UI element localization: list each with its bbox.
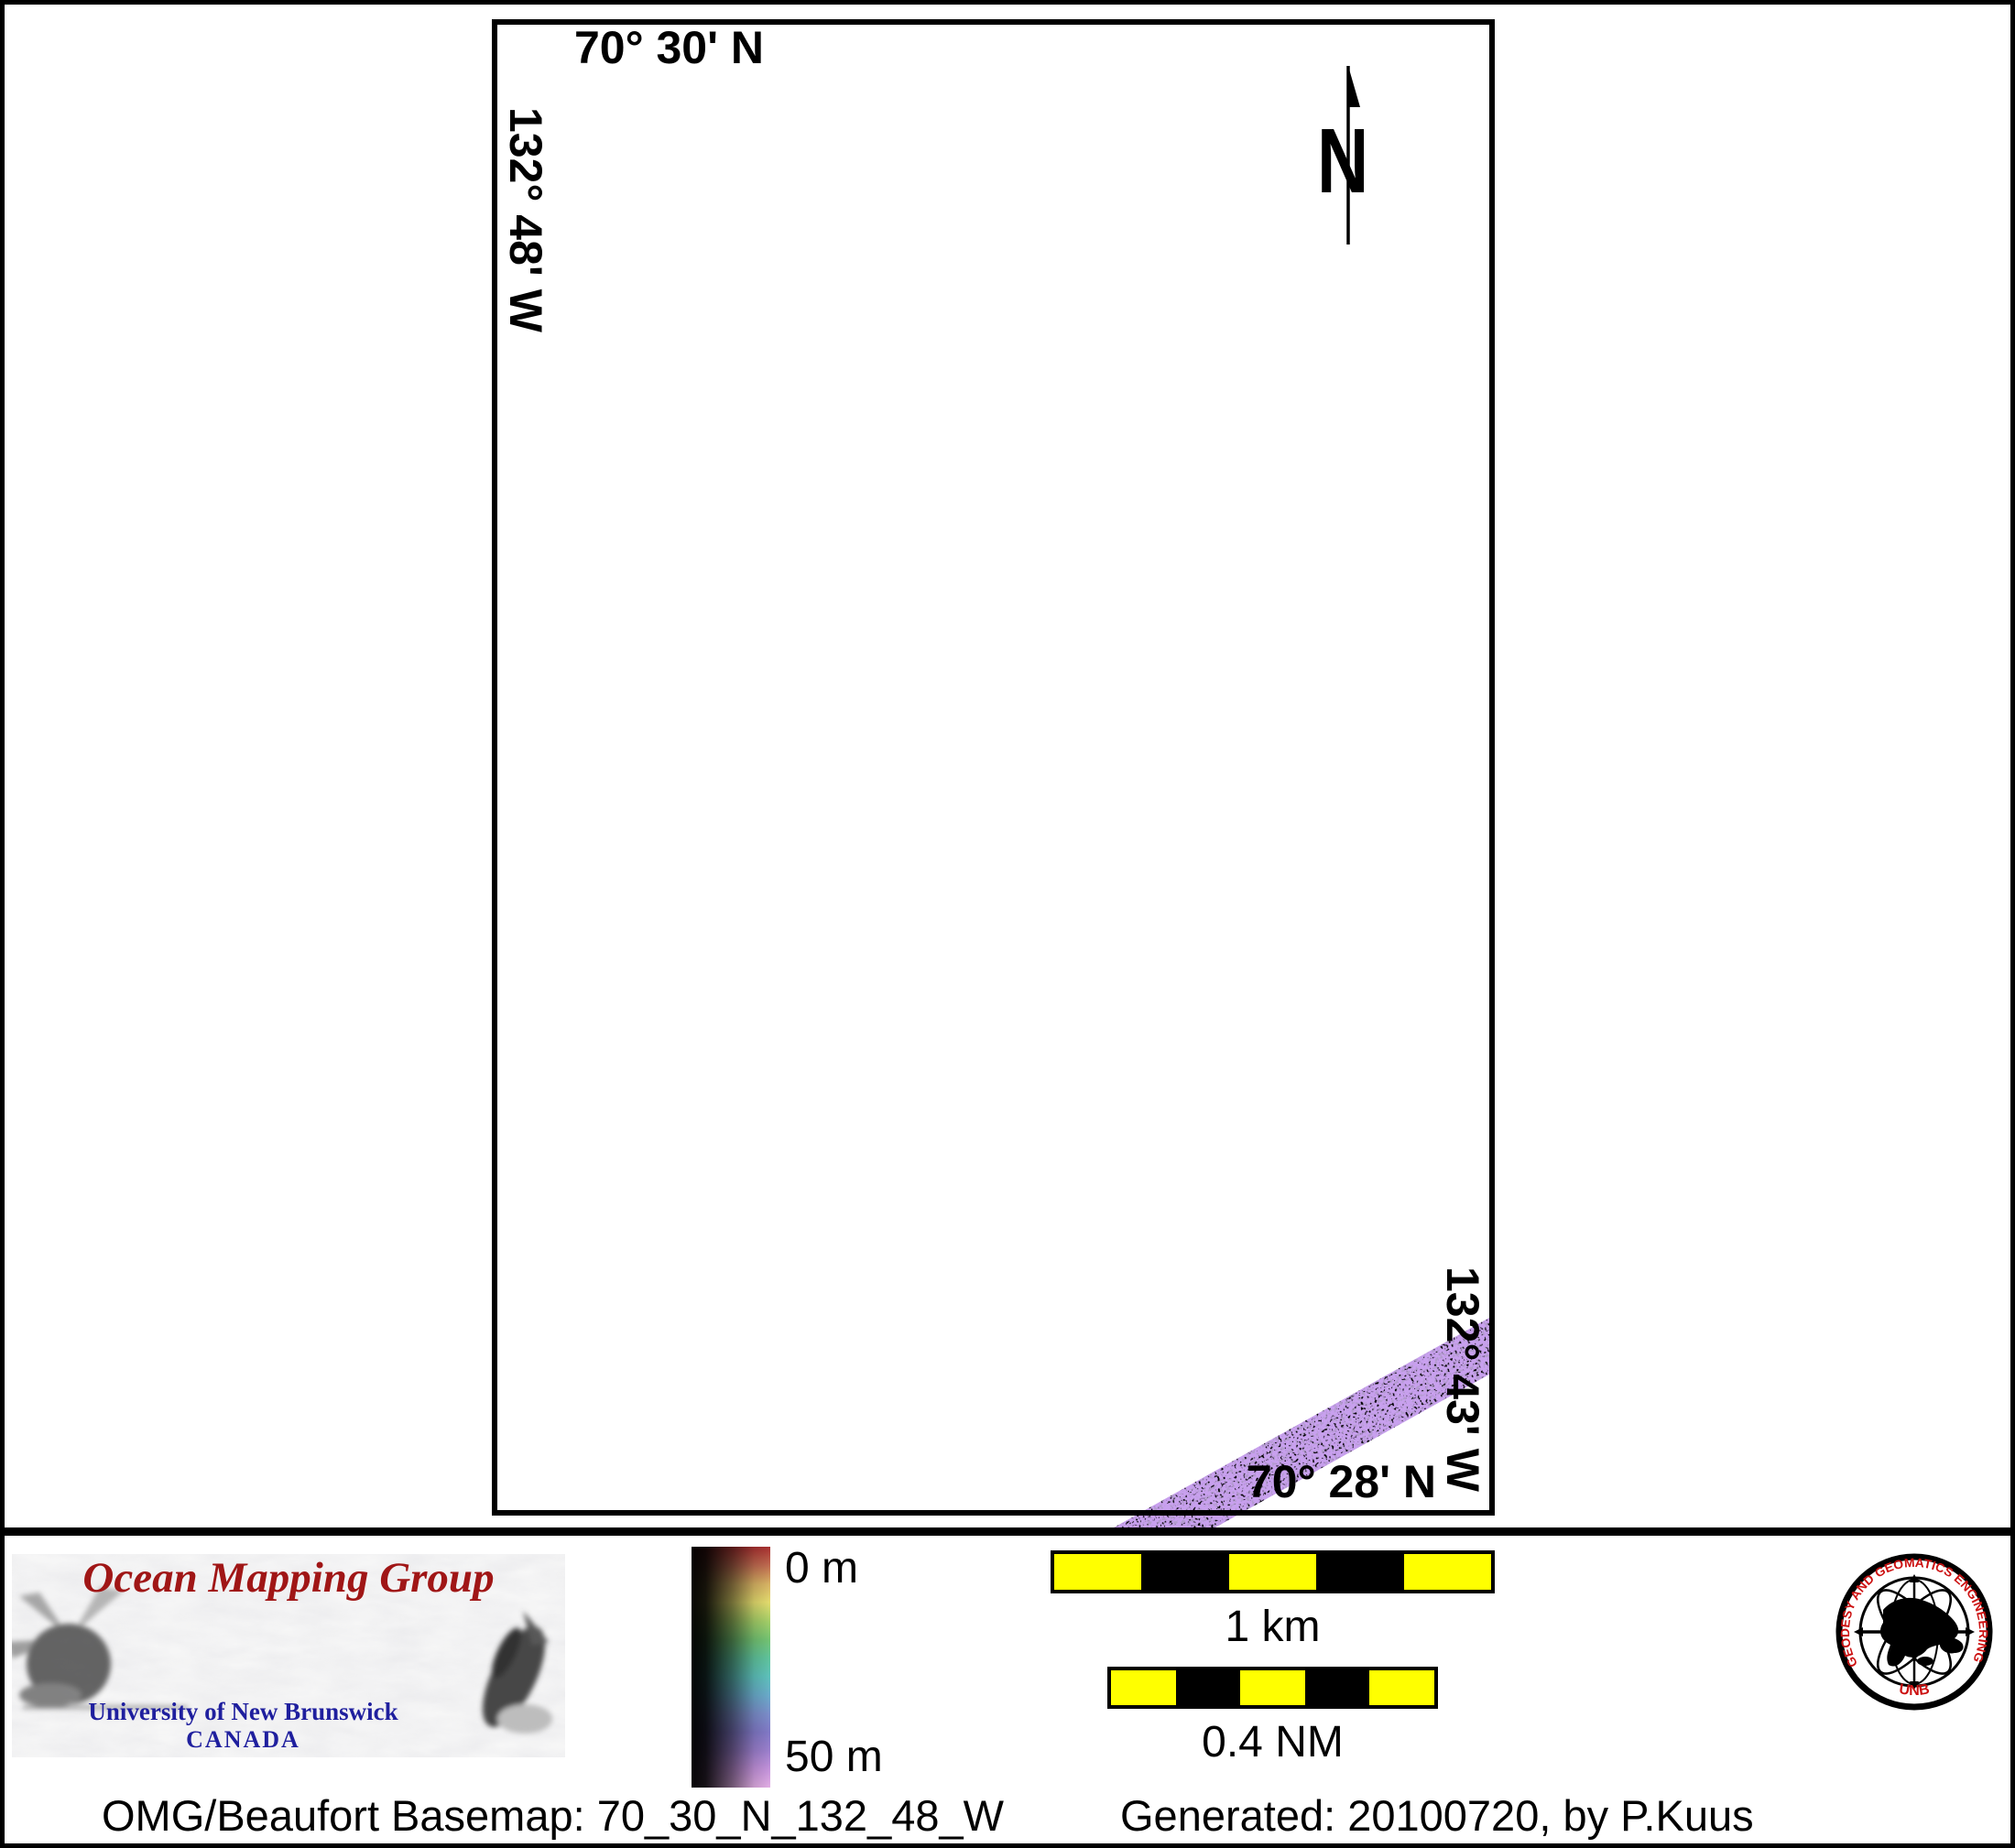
omg-title: Ocean Mapping Group (82, 1554, 495, 1602)
footer-basemap-text: OMG/Beaufort Basemap: 70_30_N_132_48_W (102, 1791, 1004, 1840)
scalebar-segment (1141, 1554, 1229, 1590)
depth-colorbar (692, 1547, 770, 1788)
scalebar-segment (1240, 1670, 1305, 1705)
scalebar-km-label: 1 km (1225, 1603, 1321, 1651)
sonar-shadow-left (12, 1587, 188, 1709)
label-top-latitude: 70° 30' N (574, 22, 765, 73)
scalebar-km (1051, 1550, 1495, 1593)
omg-country: CANADA (186, 1726, 300, 1753)
map-neatline (492, 19, 1495, 1516)
omg-logo-sonar-background (12, 1554, 565, 1757)
omg-university: University of New Brunswick (88, 1698, 398, 1725)
scalebar-segment (1304, 1670, 1370, 1705)
scalebar-segment (1228, 1554, 1317, 1590)
scalebar-segment (1316, 1554, 1404, 1590)
north-arrow-icon (1346, 66, 1360, 245)
scalebar-nm-label: 0.4 NM (1202, 1718, 1344, 1766)
seal-bottom-text: UNB (1898, 1681, 1931, 1699)
label-right-longitude: 132° 43' W (1437, 1266, 1488, 1492)
scalebar-nm (1107, 1667, 1438, 1709)
omg-logo: Ocean Mapping Group University of New Br… (12, 1554, 565, 1757)
footer-generated-text: Generated: 20100720, by P.Kuus (1120, 1791, 1754, 1840)
north-arrow-label: N (1317, 110, 1369, 212)
svg-text:UNB: UNB (1898, 1681, 1931, 1699)
scalebar-segment (1175, 1670, 1241, 1705)
label-bottom-latitude: 70° 28' N (1247, 1456, 1437, 1507)
panel-divider (5, 1527, 2010, 1536)
depth-max-label: 50 m (785, 1733, 883, 1781)
scalebar-segment (1369, 1670, 1434, 1705)
map-area (492, 19, 1495, 1527)
depth-min-label: 0 m (785, 1544, 859, 1593)
unb-geodesy-seal: GEODESY AND GEOMATICS ENGINEERING UNB (1835, 1553, 1993, 1711)
seal-globe-icon (1854, 1574, 1975, 1690)
sonar-shipwreck-right (482, 1611, 552, 1734)
label-left-longitude: 132° 48' W (500, 107, 551, 332)
scalebar-segment (1111, 1670, 1176, 1705)
scalebar-segment (1054, 1554, 1142, 1590)
sonar-swath (1104, 1282, 1495, 1527)
scalebar-segment (1403, 1554, 1492, 1590)
